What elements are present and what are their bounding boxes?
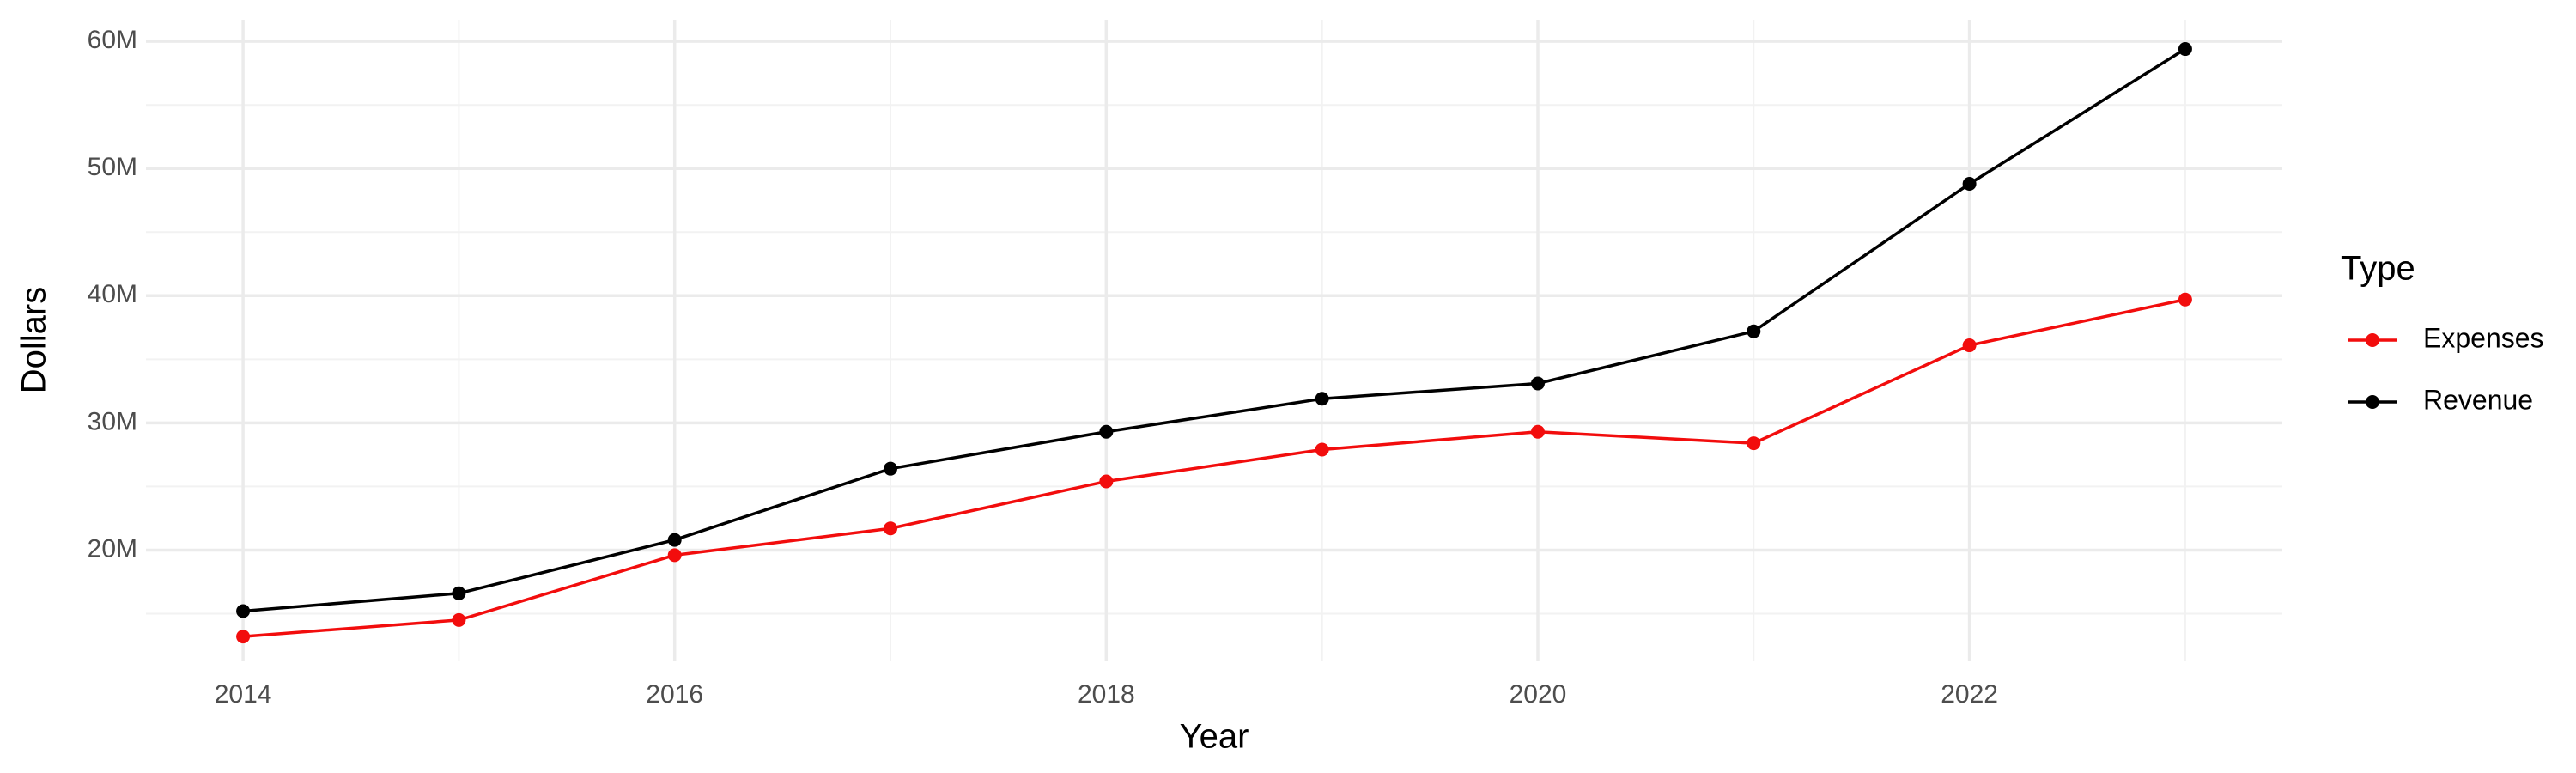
legend-title: Type bbox=[2341, 250, 2415, 288]
data-point bbox=[1099, 424, 1114, 439]
data-point bbox=[1315, 442, 1329, 457]
data-point bbox=[1530, 424, 1545, 439]
series-line bbox=[242, 47, 2186, 613]
y-tick-label: 60M bbox=[88, 26, 137, 54]
data-point bbox=[1315, 392, 1329, 406]
data-point bbox=[1962, 338, 1977, 353]
data-point bbox=[1962, 177, 1977, 192]
data-point bbox=[1747, 436, 1761, 451]
data-point bbox=[2178, 42, 2192, 57]
y-axis-title: Dollars bbox=[15, 287, 53, 393]
data-point bbox=[1747, 324, 1761, 338]
data-point bbox=[236, 630, 251, 644]
y-tick-label: 40M bbox=[88, 280, 137, 308]
x-axis-title: Year bbox=[1180, 718, 1249, 756]
data-point bbox=[667, 533, 682, 547]
y-tick-label: 50M bbox=[88, 153, 137, 181]
legend-marker bbox=[2366, 395, 2379, 409]
y-tick-label: 30M bbox=[88, 407, 137, 435]
data-point bbox=[2178, 292, 2192, 307]
data-point bbox=[452, 612, 466, 627]
legend-marker bbox=[2366, 333, 2379, 347]
x-tick-label: 2018 bbox=[1078, 680, 1135, 709]
data-point bbox=[667, 548, 682, 563]
x-tick-label: 2016 bbox=[646, 680, 703, 709]
data-point bbox=[1530, 376, 1545, 391]
x-tick-label: 2014 bbox=[215, 680, 272, 709]
data-point bbox=[236, 604, 251, 618]
data-point bbox=[1099, 474, 1114, 489]
legend-label: Expenses bbox=[2423, 322, 2544, 353]
legend-label: Revenue bbox=[2423, 384, 2533, 415]
data-point bbox=[452, 586, 466, 600]
x-tick-label: 2022 bbox=[1941, 680, 1998, 709]
data-point bbox=[884, 461, 898, 476]
data-point bbox=[884, 521, 898, 536]
y-tick-label: 20M bbox=[88, 534, 137, 563]
series-line bbox=[242, 298, 2186, 638]
x-tick-label: 2020 bbox=[1510, 680, 1567, 709]
